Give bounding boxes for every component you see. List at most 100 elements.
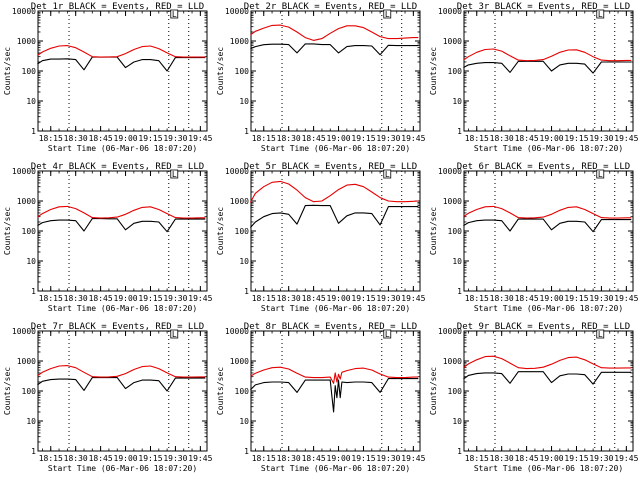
x-tick-label: 19:15 [138, 294, 162, 303]
detector-panel-4: Det 4r BLACK = Events, RED = LLD 1 10 100 10… [0, 160, 213, 320]
x-axis-label: Start Time (06-Mar-06 18:07:20) [261, 304, 410, 313]
y-tick-label: 1 [457, 447, 462, 456]
marker-label-box [596, 169, 605, 179]
y-tick-label: 1000 [17, 37, 36, 46]
detector-chart-3: Det 3r BLACK = Events, RED = LLD 1 10 100 10… [429, 2, 639, 153]
chart-title: Det 7r BLACK = Events, RED = LLD [31, 322, 204, 332]
x-tick-label: 19:30 [163, 294, 187, 303]
x-tick-label: 19:00 [114, 454, 138, 463]
x-tick-label: 19:30 [376, 294, 400, 303]
x-tick-label: 18:15 [252, 294, 276, 303]
y-tick-label: 1 [457, 127, 462, 136]
marker-label-box [596, 9, 605, 19]
detector-chart-5: Det 5r BLACK = Events, RED = LLD 1 10 100 10… [216, 162, 426, 313]
x-tick-label: 19:00 [327, 294, 351, 303]
y-axis-label: Counts/sec [429, 207, 438, 255]
detector-panel-5: Det 5r BLACK = Events, RED = LLD 1 10 100 10… [213, 160, 426, 320]
plot-frame [37, 10, 208, 132]
detector-panel-3: Det 3r BLACK = Events, RED = LLD 1 10 100 10… [426, 0, 639, 160]
y-tick-label: 1000 [230, 37, 249, 46]
x-axis-label: Start Time (06-Mar-06 18:07:20) [474, 144, 623, 153]
x-tick-label: 19:45 [614, 134, 638, 143]
x-axis-label: Start Time (06-Mar-06 18:07:20) [261, 144, 410, 153]
plot-frame [250, 10, 421, 132]
y-axis-label: Counts/sec [429, 367, 438, 415]
marker-label-box [596, 329, 605, 339]
y-tick-label: 10000 [225, 327, 249, 336]
chart-title: Det 9r BLACK = Events, RED = LLD [457, 322, 630, 332]
y-tick-label: 1000 [443, 197, 462, 206]
detector-chart-4: Det 4r BLACK = Events, RED = LLD 1 10 100 10… [3, 162, 213, 313]
plot-frame [463, 10, 634, 132]
x-tick-label: 19:45 [401, 294, 425, 303]
y-axis-label: Counts/sec [216, 367, 225, 415]
x-tick-label: 19:00 [540, 454, 564, 463]
y-axis-label: Counts/sec [216, 47, 225, 95]
plot-frame [37, 330, 208, 452]
x-tick-label: 18:45 [515, 134, 539, 143]
x-tick-label: 18:45 [89, 454, 113, 463]
events-series-line [250, 43, 419, 56]
y-tick-label: 10 [239, 417, 249, 426]
y-tick-label: 1000 [230, 357, 249, 366]
events-series-line [463, 371, 632, 385]
y-tick-label: 1000 [17, 197, 36, 206]
x-axis-label: Start Time (06-Mar-06 18:07:20) [261, 464, 410, 473]
y-tick-label: 100 [22, 227, 37, 236]
marker-label-box [383, 329, 392, 339]
x-tick-label: 19:30 [376, 134, 400, 143]
detector-panel-6: Det 6r BLACK = Events, RED = LLD 1 10 100 10… [426, 160, 639, 320]
y-tick-label: 100 [22, 387, 37, 396]
detector-panel-1: Det 1r BLACK = Events, RED = LLD 1 10 100 10… [0, 0, 213, 160]
detector-panel-2: Det 2r BLACK = Events, RED = LLD 1 10 100 10… [213, 0, 426, 160]
marker-label-box [383, 169, 392, 179]
x-tick-label: 18:30 [277, 134, 301, 143]
y-tick-label: 1000 [17, 357, 36, 366]
chart-title: Det 5r BLACK = Events, RED = LLD [244, 162, 417, 172]
y-tick-label: 1 [31, 447, 36, 456]
x-tick-label: 18:15 [39, 134, 63, 143]
marker-label: L [598, 330, 603, 339]
x-tick-label: 18:45 [515, 294, 539, 303]
plot-frame [463, 170, 634, 292]
x-tick-label: 19:15 [138, 454, 162, 463]
plot-frame [37, 170, 208, 292]
y-tick-label: 100 [235, 387, 250, 396]
y-tick-label: 100 [235, 67, 250, 76]
y-tick-label: 100 [448, 227, 463, 236]
y-tick-label: 10000 [438, 167, 462, 176]
marker-label-box [170, 169, 179, 179]
plot-frame [463, 330, 634, 452]
x-tick-label: 19:45 [401, 454, 425, 463]
y-tick-label: 100 [235, 227, 250, 236]
y-tick-label: 10 [26, 97, 36, 106]
y-tick-label: 100 [448, 387, 463, 396]
x-tick-label: 19:00 [540, 134, 564, 143]
x-axis-label: Start Time (06-Mar-06 18:07:20) [48, 144, 197, 153]
y-tick-label: 10 [452, 257, 462, 266]
x-tick-label: 19:15 [564, 454, 588, 463]
y-tick-label: 1 [31, 127, 36, 136]
marker-label-box [170, 9, 179, 19]
y-tick-label: 1 [244, 447, 249, 456]
events-series-line [37, 377, 206, 392]
x-tick-label: 19:00 [327, 134, 351, 143]
y-tick-label: 1 [244, 127, 249, 136]
detector-chart-8: Det 8r BLACK = Events, RED = LLD 1 10 100 10… [216, 322, 426, 473]
x-tick-label: 19:15 [564, 294, 588, 303]
x-tick-label: 19:30 [376, 454, 400, 463]
y-tick-label: 1000 [443, 357, 462, 366]
x-tick-label: 18:30 [64, 294, 88, 303]
x-tick-label: 19:30 [163, 454, 187, 463]
detector-chart-2: Det 2r BLACK = Events, RED = LLD 1 10 100 10… [216, 2, 426, 153]
marker-label: L [385, 330, 390, 339]
x-tick-label: 19:45 [614, 294, 638, 303]
lld-series-line [37, 365, 206, 378]
y-tick-label: 1 [244, 287, 249, 296]
x-tick-label: 18:15 [465, 454, 489, 463]
x-tick-label: 18:30 [490, 294, 514, 303]
lld-series-line [250, 366, 419, 384]
x-tick-label: 19:00 [540, 294, 564, 303]
x-tick-label: 19:15 [138, 134, 162, 143]
